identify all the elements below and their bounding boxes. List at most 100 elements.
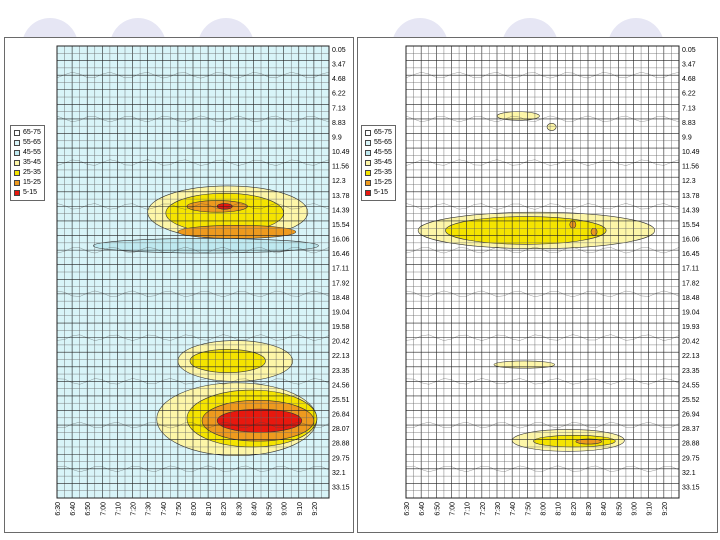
- legend-label: 5-15: [374, 189, 389, 196]
- x-tick-label: 7:40: [161, 502, 168, 516]
- legend-left: 65-75 55-65 45-55 35-45 25-35 15-25 5-15: [10, 125, 45, 201]
- contour-plot-left: 0.05 3.47 4.68 6.22 7.13 8.83 9.9 10.49 11.56 12.…: [55, 45, 350, 516]
- y-tick-label: 25.51: [332, 397, 350, 404]
- y-tick-label: 3.47: [682, 62, 696, 69]
- y-tick-label: 12.3: [332, 178, 346, 185]
- legend-label: 65-75: [23, 129, 41, 136]
- y-tick-label: 29.75: [332, 455, 350, 462]
- y-tick-label: 8.83: [332, 120, 346, 127]
- y-tick-label: 11.56: [682, 164, 699, 171]
- x-tick-label: 9:00: [282, 502, 289, 516]
- x-tick-label: 6:50: [85, 502, 92, 516]
- y-tick-label: 3.47: [332, 62, 346, 69]
- legend-item: 65-75: [14, 128, 41, 138]
- legend-label: 25-35: [23, 169, 41, 176]
- legend-swatch: [365, 180, 371, 186]
- y-tick-label: 19.93: [682, 324, 700, 331]
- contour-region: [177, 225, 297, 239]
- y-tick-label: 23.35: [682, 368, 700, 375]
- y-tick-label: 12.3: [682, 178, 696, 185]
- contour-region: [575, 438, 602, 445]
- legend-swatch: [14, 130, 20, 136]
- y-tick-label: 17.11: [682, 266, 699, 273]
- contour-region: [590, 227, 598, 236]
- y-tick-label: 16.06: [682, 237, 700, 244]
- y-tick-label: 16.45: [682, 251, 700, 258]
- y-tick-label: 33.15: [332, 484, 350, 491]
- y-tick-label: 4.68: [332, 76, 346, 83]
- y-tick-label: 26.84: [332, 412, 350, 419]
- legend-swatch: [365, 170, 371, 176]
- legend-item: 55-65: [365, 138, 392, 148]
- y-tick-label: 10.49: [332, 149, 350, 156]
- legend-item: 5-15: [365, 188, 392, 198]
- y-tick-label: 7.13: [332, 105, 346, 112]
- x-tick-label: 7:50: [525, 502, 532, 516]
- x-tick-label: 7:40: [510, 502, 517, 516]
- y-tick-label: 24.55: [682, 382, 700, 389]
- y-tick-label: 20.42: [332, 339, 350, 346]
- legend-item: 15-25: [365, 178, 392, 188]
- y-tick-label: 14.39: [332, 207, 350, 214]
- legend-label: 15-25: [23, 179, 41, 186]
- y-tick-label: 16.46: [332, 251, 350, 258]
- x-tick-label: 6:30: [404, 502, 411, 516]
- y-tick-label: 14.39: [682, 207, 700, 214]
- y-tick-label: 19.58: [332, 324, 350, 331]
- y-tick-label: 28.88: [682, 441, 700, 448]
- legend-swatch: [14, 160, 20, 166]
- legend-label: 25-35: [374, 169, 392, 176]
- contour-region: [216, 408, 303, 433]
- y-tick-label: 16.06: [332, 237, 350, 244]
- legend-label: 45-55: [374, 149, 392, 156]
- x-tick-label: 8:20: [221, 502, 228, 516]
- y-tick-label: 28.88: [332, 441, 350, 448]
- x-tick-label: 8:10: [206, 502, 213, 516]
- x-tick-label: 7:10: [115, 502, 122, 516]
- y-tick-label: 23.35: [332, 368, 350, 375]
- x-tick-label: 7:00: [450, 502, 457, 516]
- legend-label: 5-15: [23, 189, 38, 196]
- legend-item: 25-35: [365, 168, 392, 178]
- x-tick-label: 8:00: [191, 502, 198, 516]
- y-tick-label: 28.07: [332, 426, 350, 433]
- legend-swatch: [365, 140, 371, 146]
- y-tick-label: 0.05: [682, 47, 696, 54]
- legend-item: 45-55: [14, 148, 41, 158]
- y-tick-label: 19.04: [332, 309, 350, 316]
- y-tick-label: 29.75: [682, 455, 700, 462]
- y-tick-label: 25.52: [682, 397, 700, 404]
- legend-swatch: [14, 180, 20, 186]
- legend-swatch: [14, 190, 20, 196]
- y-tick-label: 15.54: [332, 222, 350, 229]
- legend-label: 55-65: [374, 139, 392, 146]
- y-tick-label: 28.37: [682, 426, 700, 433]
- legend-right: 65-75 55-65 45-55 35-45 25-35 15-25 5-15: [361, 125, 396, 201]
- x-tick-label: 7:30: [146, 502, 153, 516]
- y-tick-label: 32.1: [332, 470, 346, 477]
- contour-region: [546, 122, 557, 131]
- x-tick-label: 8:10: [556, 502, 563, 516]
- x-tick-label: 7:30: [495, 502, 502, 516]
- x-tick-label: 8:30: [236, 502, 243, 516]
- contour-plot-right: 0.05 3.47 4.68 6.22 7.13 8.83 9.9 10.49 11.56 12.…: [404, 45, 700, 516]
- y-tick-label: 33.15: [682, 484, 700, 491]
- x-tick-label: 9:00: [632, 502, 639, 516]
- x-tick-label: 9:10: [647, 502, 654, 516]
- x-tick-label: 9:10: [297, 502, 304, 516]
- plot-border: [56, 45, 330, 499]
- x-tick-label: 6:40: [70, 502, 77, 516]
- y-tick-label: 22.13: [332, 353, 350, 360]
- legend-label: 65-75: [374, 129, 392, 136]
- legend-item: 35-45: [14, 158, 41, 168]
- legend-item: 45-55: [365, 148, 392, 158]
- legend-label: 15-25: [374, 179, 392, 186]
- legend-swatch: [365, 150, 371, 156]
- y-tick-label: 7.13: [682, 105, 696, 112]
- x-tick-label: 7:00: [100, 502, 107, 516]
- x-tick-label: 8:20: [571, 502, 578, 516]
- y-tick-label: 18.48: [332, 295, 350, 302]
- legend-item: 35-45: [365, 158, 392, 168]
- x-tick-label: 8:50: [267, 502, 274, 516]
- x-tick-label: 6:30: [55, 502, 62, 516]
